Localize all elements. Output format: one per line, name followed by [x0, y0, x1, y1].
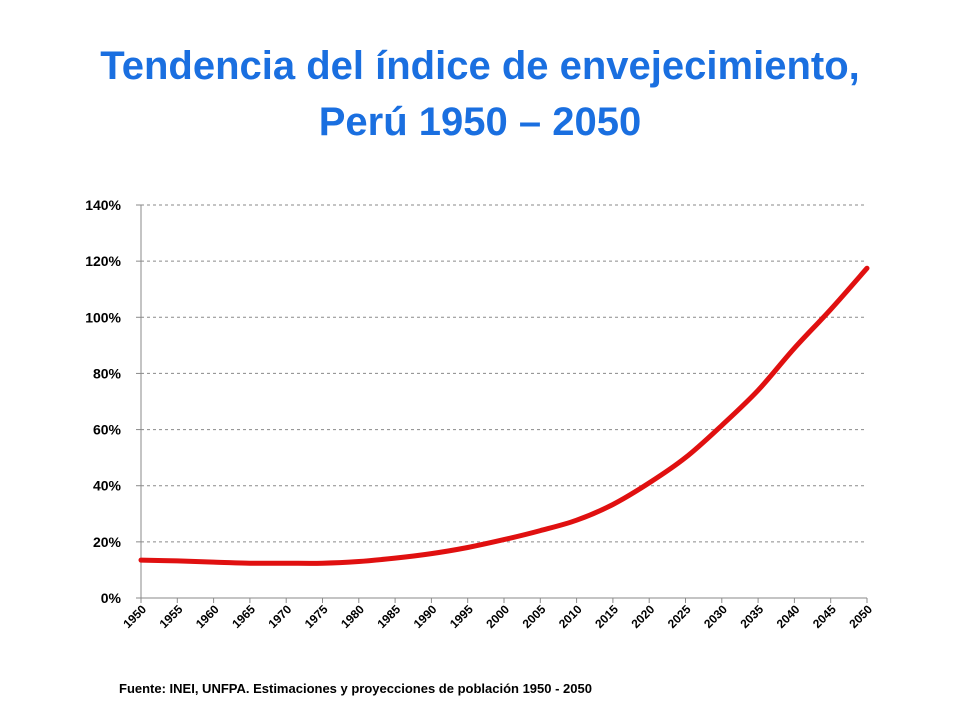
- y-tick-label: 20%: [93, 534, 122, 550]
- axes: [136, 204, 868, 603]
- x-tick-label: 2025: [665, 602, 694, 631]
- y-tick-label: 100%: [85, 309, 121, 325]
- x-tick-label: 1980: [338, 602, 367, 631]
- x-tick-label: 1965: [229, 602, 258, 631]
- x-tick-label: 2035: [737, 602, 766, 631]
- x-axis-tick-labels: 1950 1955 1960 1965 1970 1975 1980 1985 1990 1995…: [120, 602, 875, 631]
- y-tick-label: 140%: [85, 197, 121, 213]
- y-tick-label: 120%: [85, 253, 121, 269]
- x-tick-label: 2005: [520, 602, 549, 631]
- x-tick-label: 1955: [157, 602, 186, 631]
- y-tick-label: 60%: [93, 422, 122, 438]
- x-tick-label: 1975: [302, 602, 331, 631]
- x-tick-label: 1995: [447, 602, 476, 631]
- y-tick-label: 80%: [93, 365, 122, 381]
- chart-title: Tendencia del índice de envejecimiento, …: [0, 38, 960, 150]
- x-tick-label: 2040: [774, 602, 803, 631]
- y-tick-label: 40%: [93, 478, 122, 494]
- x-tick-label: 1970: [266, 602, 295, 631]
- x-tick-label: 2030: [701, 602, 730, 631]
- x-tick-label: 1990: [411, 602, 440, 631]
- x-tick-label: 2010: [556, 602, 585, 631]
- x-tick-label: 2045: [810, 602, 839, 631]
- x-tick-label: 1950: [120, 602, 149, 631]
- source-note: Fuente: INEI, UNFPA. Estimaciones y proy…: [119, 681, 592, 696]
- x-tick-label: 1985: [374, 602, 403, 631]
- x-tick-label: 2020: [629, 602, 658, 631]
- chart-title-line-1: Tendencia del índice de envejecimiento,: [100, 44, 860, 88]
- x-tick-label: 2050: [846, 602, 875, 631]
- series-line: [138, 265, 870, 566]
- x-tick-label: 1960: [193, 602, 222, 631]
- x-tick-label: 2000: [483, 602, 512, 631]
- y-tick-label: 0%: [101, 590, 122, 606]
- series-layer: [138, 265, 870, 566]
- chart-title-line-2: Perú 1950 – 2050: [318, 100, 642, 144]
- x-tick-label: 2015: [592, 602, 621, 631]
- y-axis-tick-labels: 0% 20% 40% 60% 80% 100% 120% 140%: [85, 197, 121, 606]
- gridlines: [141, 204, 867, 543]
